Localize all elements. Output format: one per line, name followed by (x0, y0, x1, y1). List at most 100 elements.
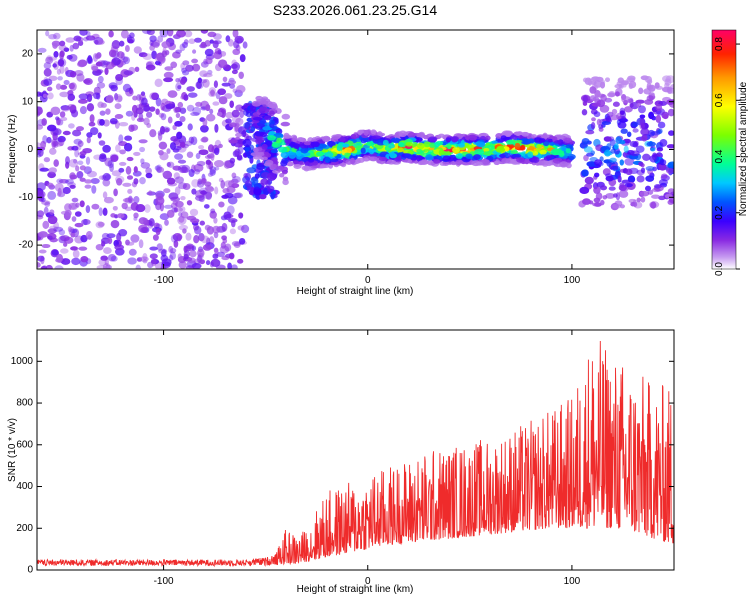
spectrogram-cell (71, 216, 77, 222)
spectrogram-cell (200, 178, 206, 185)
spectrogram-cell (233, 242, 241, 248)
spectrogram-cell (209, 169, 216, 176)
spectrogram-cell (243, 173, 248, 179)
spectrogram-cell (625, 168, 633, 176)
spectrogram-cell (122, 182, 132, 187)
spectrogram-cell (39, 167, 50, 172)
spectrogram-cell (43, 206, 49, 216)
spectrogram-cell (133, 46, 142, 54)
spectrogram-cell (123, 142, 133, 152)
spectrogram-cell (233, 40, 240, 49)
spectrogram-cell (208, 87, 216, 94)
spectrogram-cell (621, 96, 632, 104)
spectrogram-cell (231, 264, 238, 269)
spectrogram-cell (608, 90, 616, 97)
spectrogram-cell (68, 82, 75, 90)
spectrogram-cell (149, 246, 158, 251)
spectrogram-cell (60, 235, 70, 242)
spectrogram-cell (58, 44, 67, 51)
spectrogram-cell (186, 151, 194, 158)
spectrogram-cell (95, 221, 105, 229)
spectrogram-cell (139, 177, 146, 185)
spectrogram-cell (157, 132, 163, 141)
colorbar-tick-label: 0.4 (714, 149, 725, 163)
y-tick-label: 1000 (11, 356, 34, 367)
spectrogram-cell (58, 229, 66, 236)
spectrogram-cell (56, 68, 61, 75)
spectrogram-cell (204, 181, 212, 187)
spectrogram-cell (360, 137, 367, 144)
spectrogram-cell (69, 184, 76, 189)
spectrogram-cell (218, 143, 223, 149)
spectrogram-cell (539, 149, 547, 155)
spectrogram-cell (599, 185, 608, 191)
spectrogram-cell (565, 147, 571, 154)
spectrogram-cell (187, 92, 198, 98)
spectrogram-cell (585, 130, 595, 135)
x-tick-label: 0 (365, 275, 371, 286)
spectrogram-cell (227, 196, 238, 205)
spectrogram-cell (214, 166, 220, 171)
spectrogram-cell (99, 110, 106, 116)
spectrogram-cell (667, 161, 674, 169)
spectrogram-cell (475, 161, 483, 166)
spectrogram-cell (84, 179, 93, 184)
spectrogram-cell (650, 147, 656, 152)
spectrogram-cell (164, 66, 174, 71)
spectrogram-cell (229, 100, 235, 108)
spectrogram-cell (548, 141, 555, 146)
spectrogram-cell (640, 196, 646, 203)
spectrogram-cell (205, 113, 216, 122)
spectrogram-cell (232, 30, 239, 38)
spectrogram-cell (122, 197, 132, 203)
spectrogram-cell (173, 106, 180, 114)
spectrogram-cell (107, 160, 114, 169)
spectrogram-cell (501, 158, 511, 164)
x-tick-label: 100 (564, 576, 581, 587)
spectrogram-cell (186, 86, 195, 92)
spectrogram-cell (78, 98, 88, 104)
spectrogram-cell (95, 243, 104, 251)
spectrogram-cell (119, 149, 126, 155)
spectrogram-cell (174, 146, 182, 151)
spectrogram-cell (53, 51, 59, 58)
spectrogram-cell (175, 82, 182, 92)
spectrogram-cell (67, 93, 76, 101)
spectrogram-cell (207, 172, 213, 177)
spectrogram-cell (97, 75, 104, 83)
spectrogram-cell (91, 33, 100, 39)
spectrogram-cell (209, 166, 217, 174)
spectrogram-cell (195, 101, 203, 107)
spectrogram-cell (141, 97, 148, 106)
spectrogram-cell (296, 137, 305, 142)
spectrogram-cell (527, 138, 535, 144)
spectrogram-y-label: Frequency (Hz) (7, 115, 18, 184)
spectrogram-cell (473, 154, 481, 160)
spectrogram-cell (617, 175, 622, 183)
spectrogram-cell (658, 163, 667, 171)
spectrogram-cell (37, 142, 41, 147)
spectrogram-cell (200, 61, 209, 68)
spectrogram-cell (107, 237, 113, 245)
spectrogram-cell (191, 58, 199, 64)
spectrogram-cell (143, 117, 150, 126)
spectrogram-cell (200, 235, 210, 244)
spectrogram-cell (271, 157, 278, 163)
spectrogram-cell (416, 142, 425, 149)
spectrogram-cell (446, 143, 452, 150)
colorbar-label: Normalized spectral amplitude (738, 81, 749, 216)
spectrogram-cell (156, 166, 165, 173)
spectrogram-cell (148, 106, 156, 112)
spectrogram-cell (50, 106, 61, 116)
spectrogram-cell (49, 147, 57, 155)
spectrogram-cell (185, 64, 194, 72)
spectrogram-cell (378, 156, 388, 161)
spectrogram-cell (158, 55, 166, 63)
spectrogram-cell (594, 159, 603, 166)
spectrogram-cell (636, 175, 645, 183)
spectrogram-cell (102, 191, 108, 199)
spectrogram-cell (645, 175, 655, 182)
spectrogram-cell (437, 133, 445, 138)
spectrogram-cell (140, 227, 148, 233)
spectrogram-cell (138, 239, 144, 249)
